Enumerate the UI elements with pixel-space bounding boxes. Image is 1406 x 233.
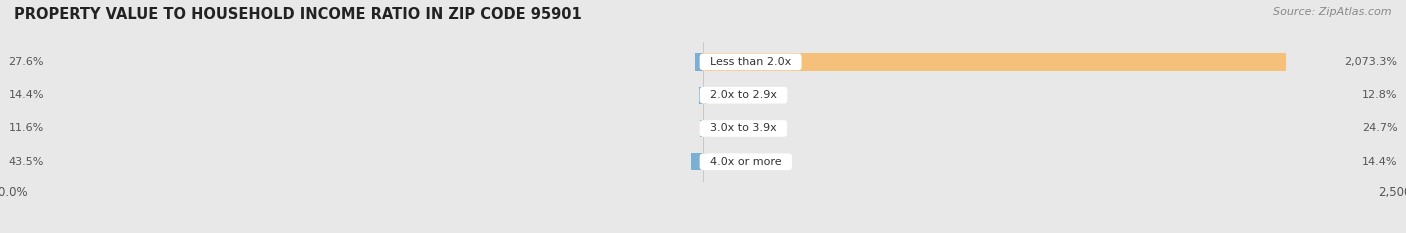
Bar — [703, 120, 710, 137]
Text: 3.0x to 3.9x: 3.0x to 3.9x — [703, 123, 783, 134]
Bar — [700, 120, 703, 137]
Text: PROPERTY VALUE TO HOUSEHOLD INCOME RATIO IN ZIP CODE 95901: PROPERTY VALUE TO HOUSEHOLD INCOME RATIO… — [14, 7, 582, 22]
Text: 14.4%: 14.4% — [1362, 157, 1398, 167]
Bar — [690, 153, 703, 170]
Bar — [703, 153, 707, 170]
Bar — [695, 53, 703, 71]
Text: 43.5%: 43.5% — [8, 157, 44, 167]
Text: 2.0x to 2.9x: 2.0x to 2.9x — [703, 90, 785, 100]
Legend: Without Mortgage, With Mortgage: Without Mortgage, With Mortgage — [575, 230, 831, 233]
Text: 2,073.3%: 2,073.3% — [1344, 57, 1398, 67]
Text: 11.6%: 11.6% — [8, 123, 44, 134]
Text: 12.8%: 12.8% — [1362, 90, 1398, 100]
Bar — [703, 53, 1286, 71]
Bar — [703, 86, 707, 104]
Text: Less than 2.0x: Less than 2.0x — [703, 57, 799, 67]
Text: 4.0x or more: 4.0x or more — [703, 157, 789, 167]
Text: Source: ZipAtlas.com: Source: ZipAtlas.com — [1274, 7, 1392, 17]
Bar — [699, 86, 703, 104]
Text: 24.7%: 24.7% — [1362, 123, 1398, 134]
Text: 27.6%: 27.6% — [8, 57, 44, 67]
Text: 14.4%: 14.4% — [8, 90, 44, 100]
